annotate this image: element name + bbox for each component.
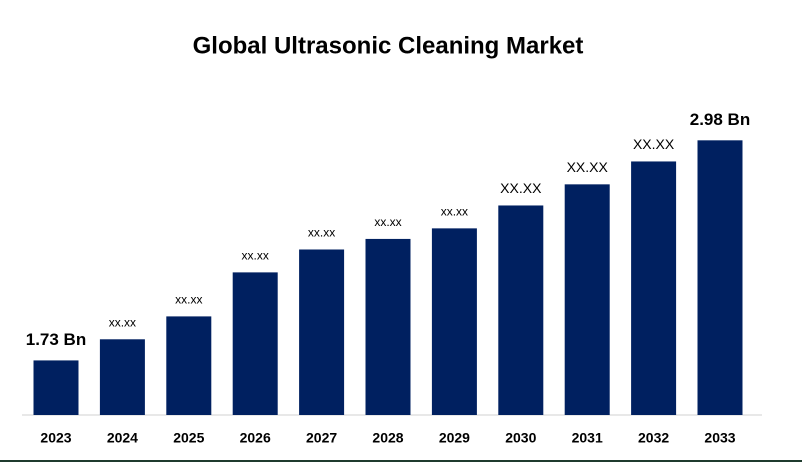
data-label: 1.73 Bn bbox=[26, 330, 86, 349]
x-tick-label: 2032 bbox=[638, 430, 669, 446]
bar bbox=[697, 140, 743, 416]
data-label: XX.XX bbox=[500, 180, 542, 196]
bar bbox=[232, 272, 278, 415]
data-label: XX.XX bbox=[633, 136, 675, 152]
data-label: xx.xx bbox=[109, 315, 136, 329]
data-label: xx.xx bbox=[441, 205, 468, 219]
bar bbox=[498, 205, 544, 415]
data-label: XX.XX bbox=[567, 159, 609, 175]
bar bbox=[299, 249, 345, 415]
chart-title: Global Ultrasonic Cleaning Market bbox=[193, 32, 584, 59]
data-label: 2.98 Bn bbox=[690, 110, 750, 129]
bar bbox=[365, 238, 411, 415]
x-tick-label: 2025 bbox=[173, 430, 204, 446]
x-tick-label: 2030 bbox=[505, 430, 536, 446]
x-tick-label: 2027 bbox=[306, 430, 337, 446]
bar bbox=[99, 339, 145, 415]
x-tick-label: 2031 bbox=[572, 430, 603, 446]
data-label: xx.xx bbox=[242, 249, 269, 263]
x-tick-label: 2024 bbox=[107, 430, 138, 446]
bar bbox=[564, 184, 610, 415]
bar bbox=[166, 316, 212, 415]
x-tick-label: 2026 bbox=[240, 430, 271, 446]
data-label: xx.xx bbox=[175, 293, 202, 307]
x-tick-label: 2028 bbox=[372, 430, 403, 446]
x-tick-label: 2029 bbox=[439, 430, 470, 446]
x-tick-label: 2023 bbox=[40, 430, 71, 446]
data-label: xx.xx bbox=[374, 215, 401, 229]
bar bbox=[631, 161, 677, 415]
bar bbox=[431, 228, 477, 415]
bar bbox=[33, 360, 79, 415]
x-tick-label: 2033 bbox=[704, 430, 735, 446]
data-label: xx.xx bbox=[308, 226, 335, 240]
